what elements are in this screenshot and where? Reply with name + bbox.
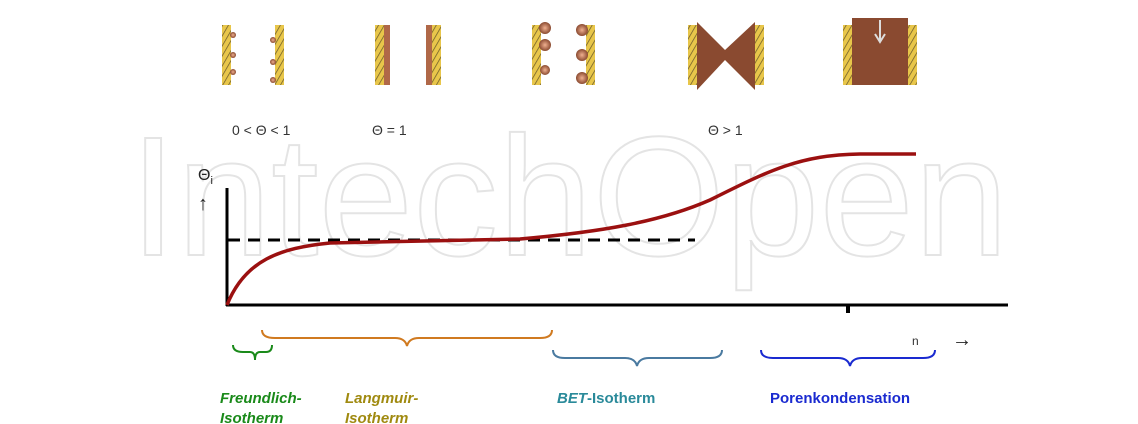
- y-axis-label: Θi: [198, 167, 213, 187]
- x-axis-arrow: →: [952, 329, 972, 351]
- region-label: Langmuir-: [345, 390, 418, 407]
- region-label: Isotherm: [345, 410, 408, 424]
- region-label: Porenkondensation: [770, 390, 910, 407]
- region-label: Freundlich-: [220, 390, 302, 407]
- region-label: BET-Isotherm: [557, 390, 655, 407]
- watermark: IntechOpen: [130, 102, 1009, 292]
- isotherm-curve: [225, 152, 916, 306]
- x-axis-label: n: [912, 334, 919, 348]
- coverage-label: 0 < Θ < 1: [232, 122, 291, 138]
- y-axis-arrow: ↑: [198, 193, 208, 215]
- region-label: Isotherm: [220, 410, 283, 424]
- coverage-label: Θ > 1: [708, 122, 743, 138]
- pore-illustrations: [222, 18, 917, 90]
- braces: [232, 329, 936, 367]
- coverage-label: Θ = 1: [372, 122, 407, 138]
